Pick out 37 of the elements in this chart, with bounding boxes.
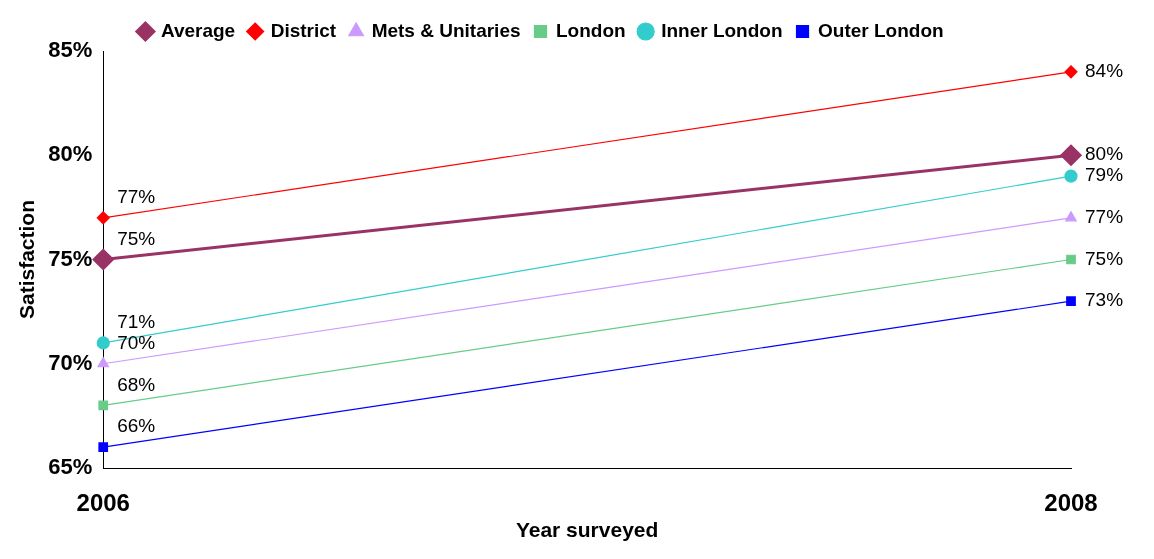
data-label: 71% [117, 311, 156, 333]
legend-label: Outer London [818, 19, 944, 41]
x-axis-title: Year surveyed [515, 518, 659, 542]
point [1060, 144, 1082, 166]
data-label: 66% [117, 415, 156, 437]
y-tick-label: 75% [48, 245, 93, 271]
y-axis-title: Satisfaction [15, 199, 39, 320]
point [1066, 296, 1076, 307]
x-tick-label: 2008 [1044, 489, 1098, 517]
legend-label: Inner London [661, 19, 783, 41]
data-label: 73% [1085, 289, 1124, 311]
data-label: 80% [1085, 143, 1124, 165]
legend-label: Mets & Unitaries [371, 19, 521, 41]
point [98, 442, 109, 452]
point [1064, 169, 1078, 183]
data-label: 77% [117, 186, 156, 208]
data-label: 79% [1085, 164, 1124, 186]
data-label: 68% [117, 373, 156, 395]
legend-label: Average [160, 19, 236, 41]
point [92, 249, 114, 270]
legend-label: District [270, 19, 337, 41]
y-tick-label: 85% [48, 37, 93, 63]
point [98, 400, 109, 411]
y-tick-label: 70% [48, 349, 93, 375]
point [1064, 65, 1078, 79]
data-label: 84% [1085, 60, 1124, 82]
data-label: 77% [1085, 206, 1124, 228]
data-label: 75% [117, 227, 156, 249]
x-tick-label: 2006 [76, 489, 130, 517]
y-tick-label: 80% [48, 141, 93, 167]
y-tick-label: 65% [48, 454, 93, 480]
point [96, 336, 110, 350]
data-label: 70% [117, 331, 156, 353]
point [1066, 254, 1076, 265]
point [96, 211, 110, 225]
legend-label: London [556, 19, 626, 41]
data-label: 75% [1085, 247, 1124, 269]
